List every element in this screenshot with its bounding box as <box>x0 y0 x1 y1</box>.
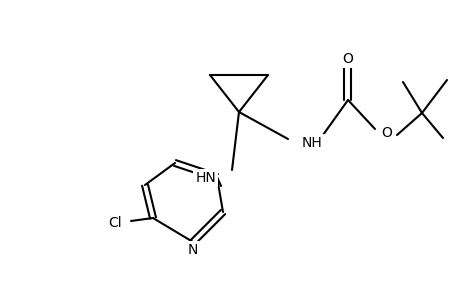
Text: HN: HN <box>195 171 216 185</box>
Text: N: N <box>187 243 198 257</box>
Text: Cl: Cl <box>108 216 122 230</box>
Text: NH: NH <box>302 136 322 150</box>
Text: O: O <box>342 52 353 66</box>
Text: O: O <box>381 126 392 140</box>
